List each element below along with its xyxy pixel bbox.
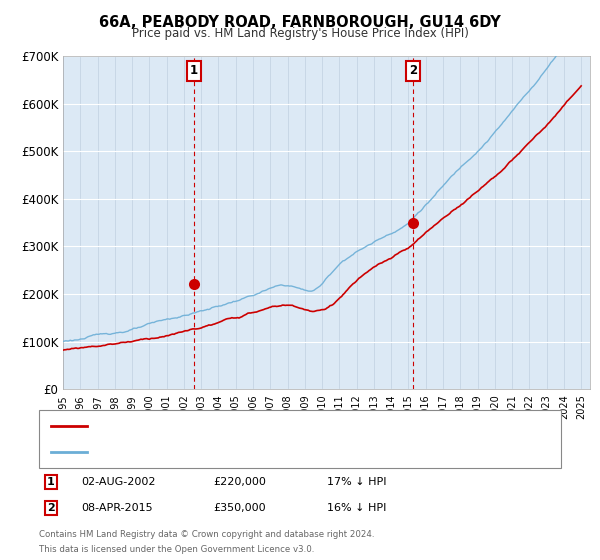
Text: 1: 1 [47, 477, 55, 487]
Text: Price paid vs. HM Land Registry's House Price Index (HPI): Price paid vs. HM Land Registry's House … [131, 27, 469, 40]
Text: This data is licensed under the Open Government Licence v3.0.: This data is licensed under the Open Gov… [39, 545, 314, 554]
Text: 2: 2 [47, 503, 55, 513]
Text: 66A, PEABODY ROAD, FARNBOROUGH, GU14 6DY: 66A, PEABODY ROAD, FARNBOROUGH, GU14 6DY [99, 15, 501, 30]
Text: 17% ↓ HPI: 17% ↓ HPI [327, 477, 386, 487]
Text: 02-AUG-2002: 02-AUG-2002 [81, 477, 155, 487]
Text: Contains HM Land Registry data © Crown copyright and database right 2024.: Contains HM Land Registry data © Crown c… [39, 530, 374, 539]
Text: HPI: Average price, detached house, Rushmoor: HPI: Average price, detached house, Rush… [93, 447, 350, 457]
Text: 66A, PEABODY ROAD, FARNBOROUGH, GU14 6DY (detached house): 66A, PEABODY ROAD, FARNBOROUGH, GU14 6DY… [93, 421, 461, 431]
Text: 08-APR-2015: 08-APR-2015 [81, 503, 152, 513]
Text: 2: 2 [409, 64, 417, 77]
Text: £350,000: £350,000 [213, 503, 266, 513]
Text: 16% ↓ HPI: 16% ↓ HPI [327, 503, 386, 513]
Text: £220,000: £220,000 [213, 477, 266, 487]
Text: 1: 1 [190, 64, 198, 77]
